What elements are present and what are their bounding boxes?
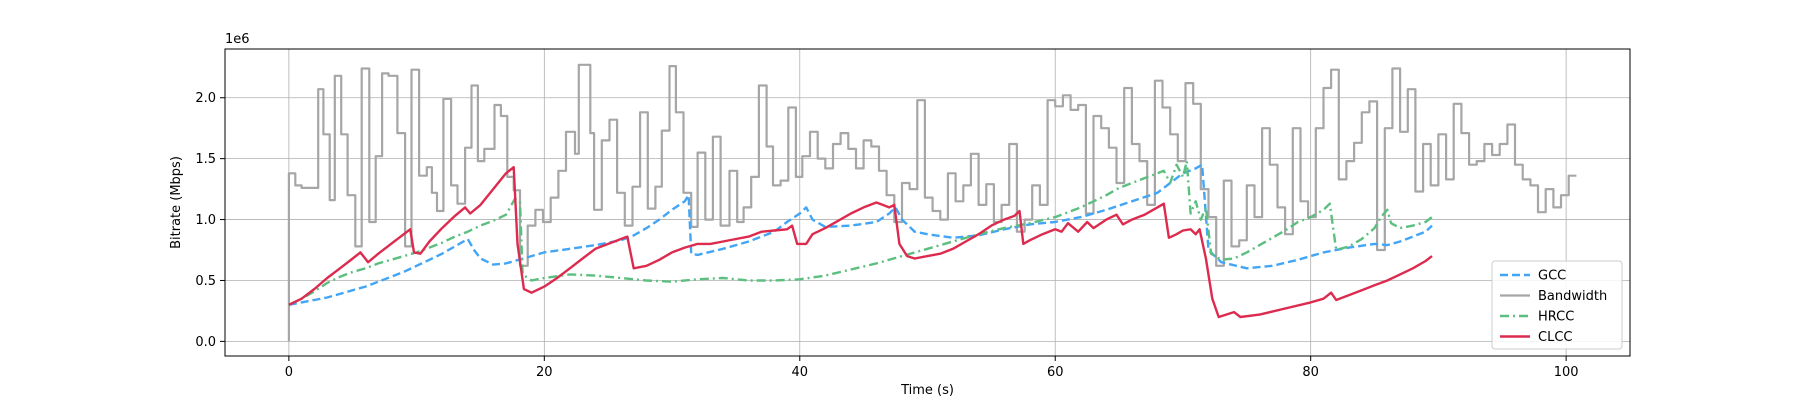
x-tick-label: 80 bbox=[1302, 365, 1319, 380]
y-tick-label: 1.5 bbox=[195, 152, 216, 167]
legend-label-hrcc: HRCC bbox=[1538, 310, 1574, 325]
legend-label-gcc: GCC bbox=[1538, 269, 1566, 284]
x-tick-label: 100 bbox=[1554, 365, 1579, 380]
y-axis-label: Bitrate (Mbps) bbox=[169, 156, 184, 249]
series-line-gcc bbox=[288, 163, 1433, 306]
series-line-bandwidth bbox=[287, 63, 1577, 342]
series-layer bbox=[287, 63, 1577, 342]
legend-label-clcc: CLCC bbox=[1538, 330, 1572, 345]
y-tick-label: 0.5 bbox=[195, 274, 216, 289]
x-axis-label: Time (s) bbox=[900, 383, 954, 398]
legend-label-bandwidth: Bandwidth bbox=[1538, 289, 1607, 304]
x-axis: 0 20 40 60 80 100 bbox=[285, 356, 1579, 380]
legend-box bbox=[1491, 260, 1623, 350]
y-axis-offset-text: 1e6 bbox=[225, 32, 250, 47]
y-tick-label: 1.0 bbox=[195, 213, 216, 228]
series-line-hrcc bbox=[288, 159, 1433, 306]
series-line-clcc bbox=[288, 166, 1433, 319]
axes-frame bbox=[224, 48, 1631, 357]
x-tick-label: 20 bbox=[536, 365, 553, 380]
x-tick-label: 60 bbox=[1047, 365, 1064, 380]
grid bbox=[225, 49, 1630, 356]
x-tick-label: 0 bbox=[285, 365, 293, 380]
y-tick-label: 2.0 bbox=[195, 91, 216, 106]
legend: GCC Bandwidth HRCC CLCC bbox=[1491, 260, 1623, 350]
y-axis: 0.0 0.5 1.0 1.5 2.0 bbox=[195, 91, 225, 350]
y-tick-label: 0.0 bbox=[195, 335, 216, 350]
x-tick-label: 40 bbox=[791, 365, 808, 380]
